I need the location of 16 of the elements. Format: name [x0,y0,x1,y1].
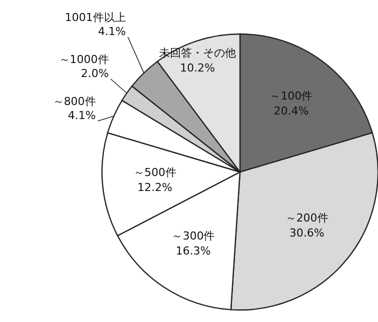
slice-label: 1001件以上 [64,11,126,24]
slice-label: ～300件 [172,230,215,243]
data-label: 30.6% [289,226,324,240]
slice-label: ～1000件 [58,53,109,66]
data-label: 4.1% [68,109,96,122]
slice-label: 未回答・その他 [159,46,236,60]
data-label: 2.0% [80,67,109,80]
slice-label: ～100件 [270,89,313,102]
data-label: 16.3% [176,244,211,258]
slice-label: ～500件 [133,166,176,180]
data-label: 10.2% [180,62,215,75]
slice-label: ～800件 [52,95,96,108]
data-label: 4.1% [98,25,126,38]
slice-label: ～200件 [285,211,328,224]
data-label: 20.4% [274,104,309,118]
data-label: 12.2% [137,181,172,194]
